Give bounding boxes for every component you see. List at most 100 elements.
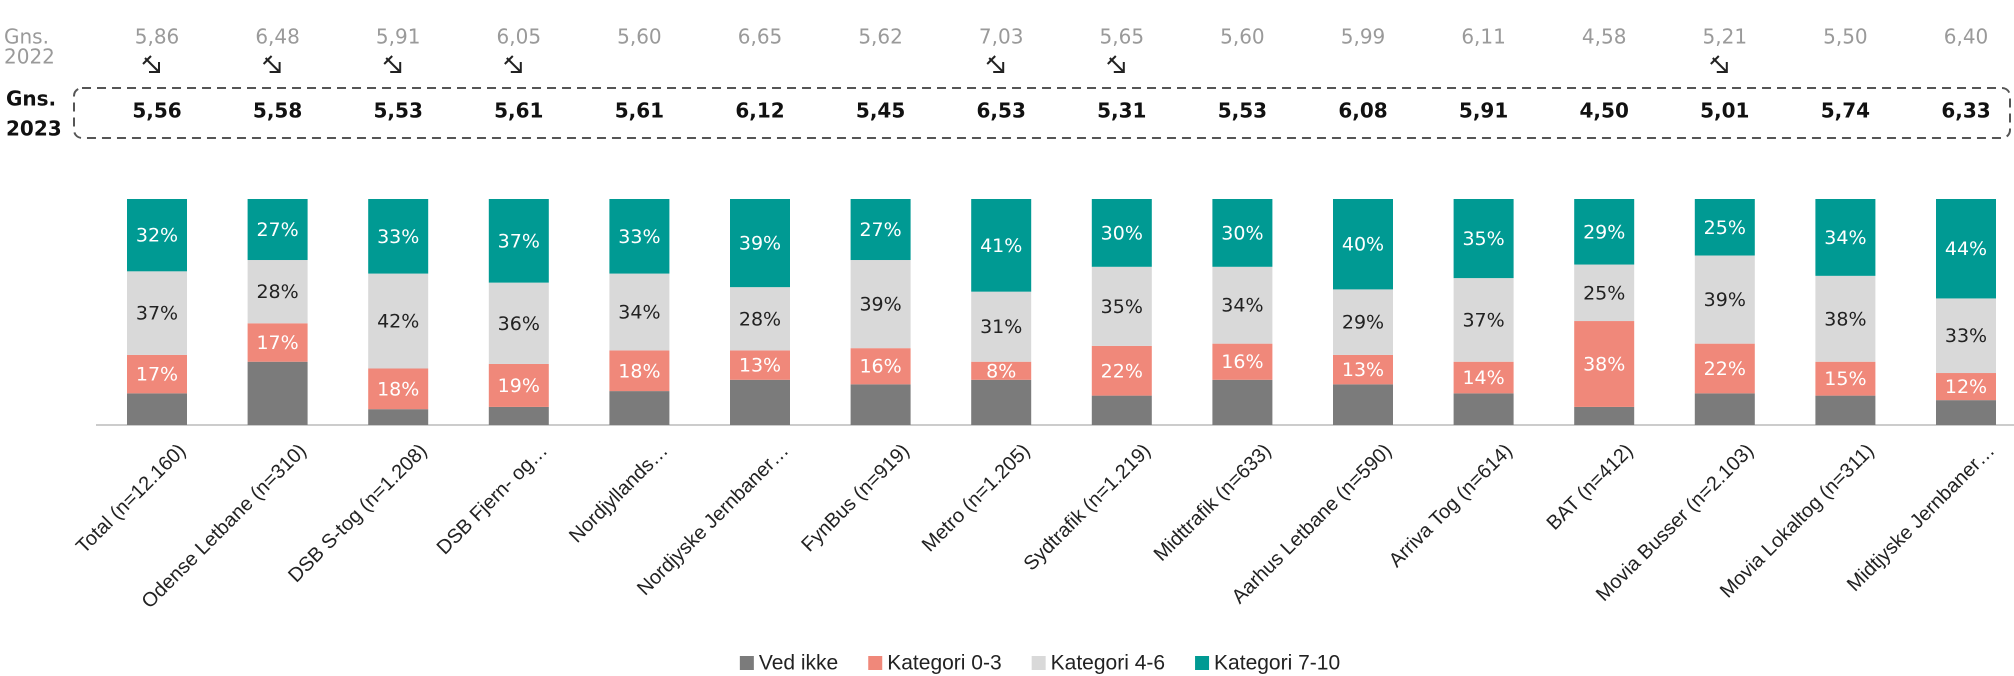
- bar-segment: [730, 287, 790, 351]
- avg-value: 5,01: [1700, 99, 1749, 123]
- avg-value: 5,61: [615, 99, 664, 123]
- bar-segment: [1333, 354, 1393, 385]
- bar-segment: [488, 363, 549, 407]
- avg-value: 5,53: [374, 99, 423, 123]
- data-label: 17%: [136, 364, 178, 386]
- data-label: 44%: [1945, 238, 1987, 260]
- bar-segment: [368, 409, 429, 425]
- bar-segment: [247, 323, 308, 362]
- bar-segment: [247, 361, 308, 425]
- data-label: 28%: [739, 308, 781, 330]
- data-label: 34%: [618, 302, 660, 324]
- decline-arrow-tail: [262, 55, 273, 65]
- data-label: 37%: [498, 230, 540, 252]
- bar-segment: [1212, 343, 1273, 380]
- avg-value: 5,53: [1218, 99, 1267, 123]
- data-label: 30%: [1221, 222, 1263, 244]
- bar-segment: [730, 199, 790, 288]
- data-label: 30%: [1101, 222, 1143, 244]
- avg-value: 5,31: [1097, 99, 1146, 123]
- avg-value: 6,05: [497, 25, 542, 49]
- legend-label: Kategori 7-10: [1214, 652, 1340, 675]
- data-label: 39%: [1704, 289, 1746, 311]
- bar-segment: [850, 384, 911, 425]
- avg-value: 5,99: [1341, 25, 1386, 49]
- data-label: 33%: [377, 226, 419, 248]
- decline-arrow-tail: [504, 55, 514, 65]
- data-label: 16%: [859, 356, 901, 378]
- data-label: 35%: [1462, 228, 1504, 250]
- data-label: 28%: [256, 281, 298, 303]
- bar-segment: [1815, 275, 1876, 362]
- bar-segment: [1574, 321, 1635, 407]
- avg-value: 5,45: [856, 99, 905, 123]
- data-label: 18%: [618, 360, 660, 382]
- bar-segment: [1574, 199, 1635, 265]
- data-label: 40%: [1342, 234, 1384, 256]
- data-label: 35%: [1101, 296, 1143, 318]
- bar-segment: [1694, 199, 1755, 256]
- x-tick-label: DSB Fjern- og…: [433, 440, 552, 559]
- data-label: 25%: [1704, 217, 1746, 239]
- bar-segment: [247, 199, 308, 261]
- data-label: 32%: [136, 225, 178, 247]
- legend-swatch: [868, 656, 883, 670]
- bar-segment: [971, 379, 1032, 425]
- x-tick-label: Midttrafik (n=633): [1150, 440, 1276, 566]
- legend-item: Kategori 0-3: [868, 652, 1002, 675]
- data-label: 8%: [986, 360, 1016, 382]
- bar-segment: [850, 199, 911, 261]
- legend-swatch: [1031, 656, 1046, 670]
- data-label: 17%: [256, 332, 298, 354]
- data-label: 34%: [1221, 295, 1263, 317]
- bar-segment: [1694, 393, 1755, 425]
- data-label: 37%: [136, 303, 178, 325]
- avg-row-label: Gns.: [6, 87, 56, 111]
- bar-segment: [1333, 199, 1393, 290]
- bar-segment: [127, 393, 187, 425]
- avg-value: 6,53: [977, 99, 1026, 123]
- decline-arrow-tail: [1107, 55, 1117, 65]
- decline-arrow-tail: [986, 55, 996, 65]
- data-label: 19%: [498, 375, 540, 397]
- bar-segment: [1574, 264, 1635, 322]
- avg-value: 6,40: [1944, 25, 1989, 49]
- avg-value: 6,08: [1338, 99, 1387, 123]
- x-tick-label: Arriva Tog (n=614): [1385, 440, 1517, 572]
- data-label: 34%: [1824, 227, 1866, 249]
- avg-value: 6,48: [255, 25, 300, 49]
- data-label: 39%: [739, 233, 781, 255]
- bar-segment: [488, 406, 549, 425]
- data-label: 39%: [859, 294, 901, 316]
- bar-segment: [1091, 395, 1152, 425]
- data-label: 25%: [1583, 282, 1625, 304]
- data-label: 38%: [1583, 353, 1625, 375]
- avg-value: 7,03: [979, 25, 1024, 49]
- avg-value: 5,74: [1821, 99, 1870, 123]
- bar-segment: [247, 260, 308, 324]
- data-label: 15%: [1824, 368, 1866, 390]
- decline-arrow-tail: [383, 55, 393, 65]
- data-label: 13%: [739, 355, 781, 377]
- bar-segment: [1091, 345, 1152, 396]
- avg-value: 4,50: [1580, 99, 1629, 123]
- bar-segment: [1694, 255, 1755, 344]
- avg-value: 5,50: [1823, 25, 1868, 49]
- bar-segment: [1936, 298, 1996, 374]
- bar-segment: [850, 348, 911, 385]
- avg-value: 5,56: [132, 99, 181, 123]
- avg-value: 5,65: [1100, 25, 1145, 49]
- bar-segment: [1453, 361, 1514, 394]
- bar-segment: [971, 291, 1032, 362]
- x-tick-label: Nordjyllands…: [565, 440, 673, 548]
- avg-value: 5,60: [617, 25, 662, 49]
- bar-segment: [1936, 199, 1996, 299]
- data-label: 29%: [1583, 221, 1625, 243]
- legend-item: Ved ikke: [739, 652, 838, 675]
- data-label: 29%: [1342, 312, 1384, 334]
- bar-segment: [1815, 199, 1876, 276]
- x-tick-label: DSB S-tog (n=1.208): [284, 440, 431, 587]
- bar-segment: [1815, 361, 1876, 396]
- x-tick-label: Sydtrafik (n=1.219): [1020, 440, 1155, 575]
